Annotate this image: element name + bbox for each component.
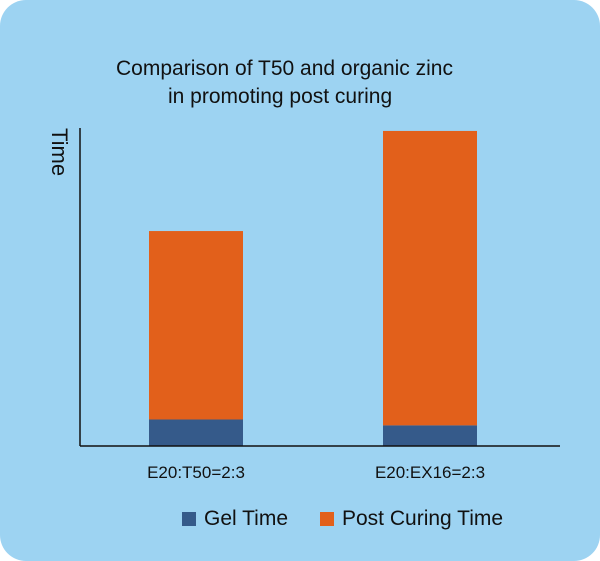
x-tick-labels: E20:T50=2:3 E20:EX16=2:3 <box>147 463 485 482</box>
bar-gel-time-1 <box>149 419 243 446</box>
legend-label-gel-time: Gel Time <box>204 507 289 530</box>
chart-title-line-1: Comparison of T50 and organic zinc <box>116 57 453 80</box>
x-tick-label-1: E20:T50=2:3 <box>147 463 245 482</box>
bar-post-curing-time-2 <box>383 130 477 426</box>
legend-item-gel-time: Gel Time <box>182 505 288 533</box>
legend-swatch-post-curing-time <box>320 512 334 526</box>
bar-post-curing-time-1 <box>149 231 243 420</box>
bars-group <box>149 130 477 446</box>
x-tick-label-2: E20:EX16=2:3 <box>375 463 485 482</box>
bar-gel-time-2 <box>383 425 477 446</box>
legend-item-post-curing-time: Post Curing Time <box>320 505 503 533</box>
legend-label-post-curing-time: Post Curing Time <box>342 507 504 530</box>
chart-title-line-2: in promoting post curing <box>168 85 393 108</box>
legend: Gel Time Post Curing Time <box>0 505 600 533</box>
legend-swatch-gel-time <box>182 512 196 526</box>
